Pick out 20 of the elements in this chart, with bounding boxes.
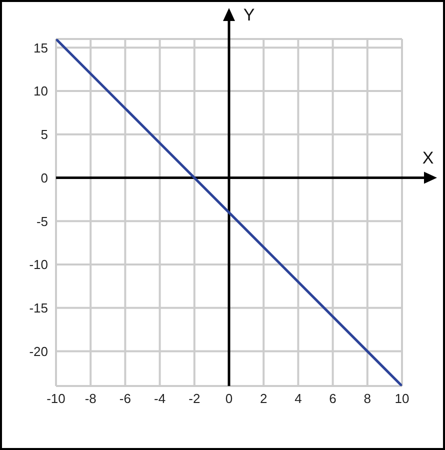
y-tick-label: -5 xyxy=(36,214,48,229)
x-tick-label: -4 xyxy=(154,391,166,406)
x-tick-label: 0 xyxy=(225,391,233,406)
y-axis-title: Y xyxy=(243,6,255,24)
y-tick-label: 15 xyxy=(34,40,48,56)
y-tick-label: -15 xyxy=(29,300,48,316)
y-tick-label: 10 xyxy=(34,84,48,99)
x-tick-label: 2 xyxy=(260,391,268,406)
x-tick-label: -6 xyxy=(119,391,131,406)
y-tick-label: 5 xyxy=(40,127,48,142)
x-tick-label: -8 xyxy=(84,391,96,406)
x-tick-label: 8 xyxy=(364,391,372,406)
x-tick-label: 6 xyxy=(329,391,336,406)
y-tick-label: -20 xyxy=(29,344,48,359)
x-axis-title: X xyxy=(422,148,434,168)
y-tick-label: -10 xyxy=(29,257,48,272)
x-tick-label: 10 xyxy=(394,391,410,406)
x-tick-label: -2 xyxy=(188,391,200,406)
y-tick-label: 0 xyxy=(40,170,48,186)
x-tick-label: 4 xyxy=(294,391,302,406)
